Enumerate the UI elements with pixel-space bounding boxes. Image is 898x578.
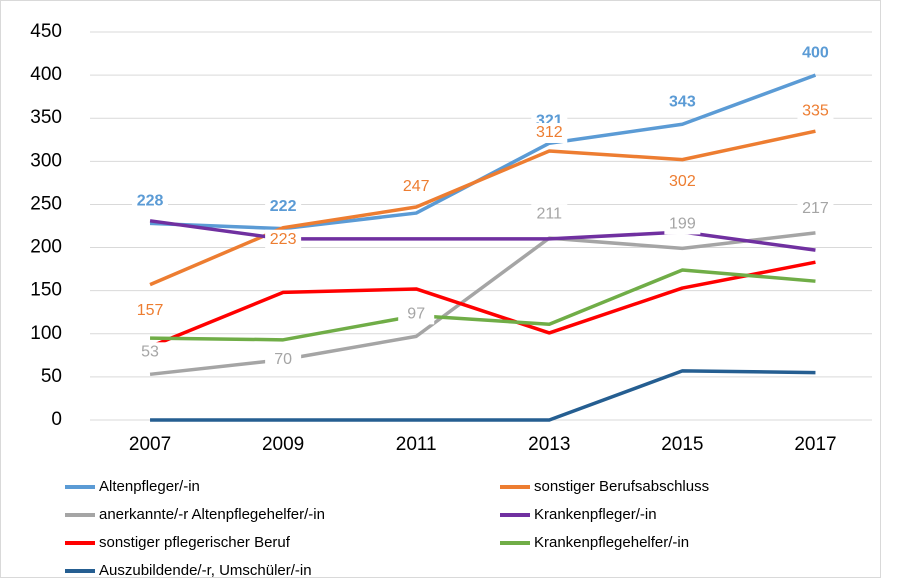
y-tick-label: 150 <box>30 280 62 301</box>
series-line <box>149 260 816 349</box>
y-tick-label: 450 <box>30 21 62 42</box>
value-label-bg <box>531 122 568 143</box>
legend-label: Auszubildende/-r, Umschüler/-in <box>99 562 312 578</box>
value-label-bg <box>132 300 169 321</box>
y-tick-label: 50 <box>41 366 62 387</box>
series-line <box>149 231 816 377</box>
value-label-bg <box>531 204 568 225</box>
y-tick-label: 0 <box>51 409 62 430</box>
x-tick-label: 2017 <box>794 434 836 455</box>
value-label: 400 <box>802 44 829 61</box>
value-label: 157 <box>137 302 164 319</box>
legend-label: anerkannte/-r Altenpflegehelfer/-in <box>99 506 325 523</box>
legend-label: Krankenpfleger/-in <box>534 506 657 523</box>
x-tick-label: 2013 <box>528 434 570 455</box>
value-label: 343 <box>669 93 696 110</box>
x-tick-label: 2007 <box>129 434 171 455</box>
value-label-bg <box>132 191 169 212</box>
value-label: 312 <box>536 124 563 141</box>
legend-label: Altenpfleger/-in <box>99 478 200 495</box>
y-tick-label: 350 <box>30 107 62 128</box>
value-label-bg <box>797 101 834 122</box>
legend-label: sonstiger pflegerischer Beruf <box>99 534 291 551</box>
value-label-bg <box>265 229 302 250</box>
value-label-bg <box>132 342 169 363</box>
series-line <box>150 268 816 342</box>
value-label: 199 <box>669 216 696 233</box>
value-label-bg <box>398 304 435 325</box>
y-tick-label: 250 <box>30 193 62 214</box>
value-label: 247 <box>403 178 430 195</box>
value-label: 223 <box>270 231 297 248</box>
y-tick-label: 300 <box>30 150 62 171</box>
series-line <box>150 369 816 422</box>
value-label: 302 <box>669 173 696 190</box>
value-label-bg <box>265 196 302 217</box>
value-label-bg <box>664 92 701 113</box>
value-label-bg <box>265 349 302 370</box>
legend-label: Krankenpflegehelfer/-in <box>534 534 689 551</box>
value-label: 97 <box>407 306 425 323</box>
value-label-bg <box>664 171 701 192</box>
x-tick-label: 2011 <box>396 434 437 455</box>
value-label-bg <box>664 214 701 235</box>
value-label-bg <box>398 177 435 198</box>
y-tick-label: 400 <box>30 64 62 85</box>
x-tick-label: 2009 <box>262 434 304 455</box>
value-label: 335 <box>802 102 829 119</box>
value-label: 211 <box>537 205 563 222</box>
value-label: 217 <box>802 200 829 217</box>
series-line <box>149 219 816 252</box>
value-label: 222 <box>270 198 297 215</box>
y-tick-label: 200 <box>30 237 62 258</box>
x-tick-label: 2015 <box>661 434 703 455</box>
y-tick-label: 100 <box>30 323 62 344</box>
value-label: 228 <box>137 193 164 210</box>
value-label-bg <box>797 43 834 64</box>
value-label: 53 <box>141 344 159 361</box>
legend-label: sonstiger Berufsabschluss <box>534 478 709 495</box>
value-label: 70 <box>274 351 292 368</box>
value-label-bg <box>797 198 834 219</box>
